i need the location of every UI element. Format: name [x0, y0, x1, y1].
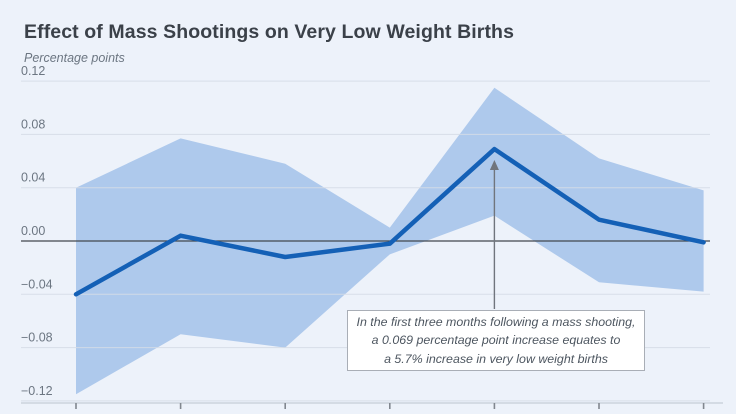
effect-line — [73, 146, 706, 297]
annotation-text-line-3: a 5.7% increase in very low weight birth… — [384, 351, 608, 366]
y-tick-label: −0.08 — [21, 331, 53, 345]
annotation-text-line-1: In the first three months following a ma… — [356, 314, 636, 329]
y-tick-label: 0.00 — [21, 224, 45, 238]
y-tick-label: −0.12 — [21, 384, 53, 398]
annotation-box: In the first three months following a ma… — [347, 310, 645, 371]
y-tick-label: 0.04 — [21, 171, 45, 185]
annotation-arrow-head — [489, 160, 499, 171]
chart-title: Effect of Mass Shootings on Very Low Wei… — [24, 21, 515, 43]
y-tick-label: 0.12 — [21, 64, 45, 78]
y-tick-label: −0.04 — [21, 277, 53, 291]
annotation-text-line-2: a 0.069 percentage point increase equate… — [371, 333, 621, 348]
y-tick-label: 0.08 — [21, 117, 45, 131]
y-axis-unit-label: Percentage points — [24, 51, 125, 65]
